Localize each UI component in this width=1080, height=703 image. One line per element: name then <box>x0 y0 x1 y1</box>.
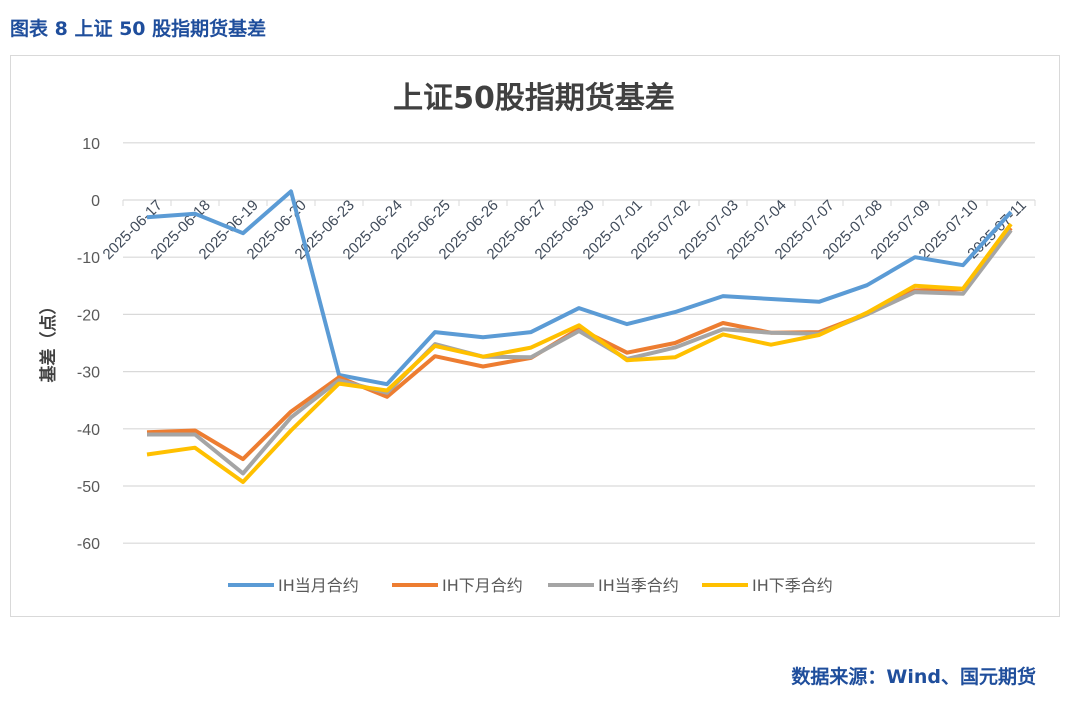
series-line-4 <box>146 222 1013 484</box>
y-tick-label: -40 <box>77 422 100 439</box>
series-line-3 <box>147 229 1013 476</box>
y-tick-label: -50 <box>77 479 100 496</box>
y-tick-label: 0 <box>91 193 100 210</box>
legend-label: IH当季合约 <box>598 576 679 595</box>
figure-label: 图表 8 上证 50 股指期货基差 <box>10 18 267 40</box>
series-line-1 <box>146 189 1013 387</box>
y-tick-label: -10 <box>77 250 100 267</box>
y-tick-label: 10 <box>82 136 100 153</box>
chart-frame <box>10 55 1060 617</box>
y-tick-label: -30 <box>77 365 100 382</box>
y-tick-label: -20 <box>77 307 100 324</box>
series-line-2 <box>146 226 1013 462</box>
y-tick-label: -60 <box>77 536 100 553</box>
y-axis-label: 基差（点） <box>38 298 59 384</box>
chart-title: 上证50股指期货基差 <box>393 81 675 116</box>
legend-label: IH当月合约 <box>278 576 359 595</box>
legend-label: IH下月合约 <box>442 576 523 595</box>
source-note: 数据来源：Wind、国元期货 <box>791 666 1036 688</box>
legend-label: IH下季合约 <box>752 576 833 595</box>
